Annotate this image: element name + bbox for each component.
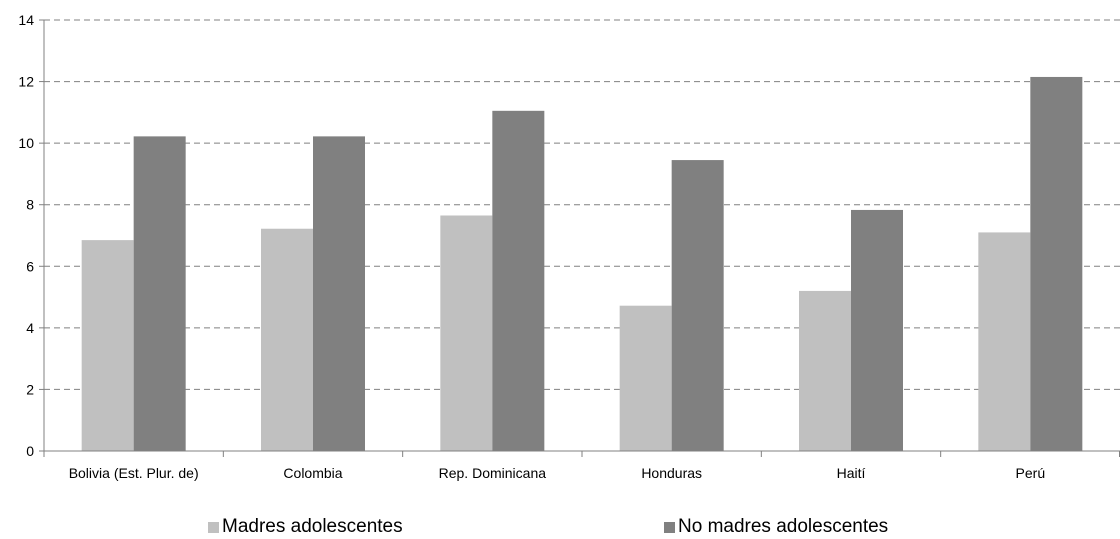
legend-item-no-madres: No madres adolescentes <box>664 516 888 538</box>
bar-madres <box>619 305 672 451</box>
y-tick-label: 0 <box>26 443 34 459</box>
y-tick-label: 6 <box>26 258 34 274</box>
y-tick-label: 10 <box>18 135 34 151</box>
y-tick-label: 8 <box>26 197 34 213</box>
gridlines <box>44 19 1120 390</box>
bar-no-madres <box>133 136 186 451</box>
legend-swatch-no-madres <box>664 521 675 533</box>
bar-madres <box>978 232 1031 451</box>
bar-madres <box>799 290 851 451</box>
bar-no-madres <box>671 160 724 451</box>
bar-no-madres <box>492 110 545 451</box>
x-tick-label: Perú <box>1016 465 1046 481</box>
x-tick-label: Colombia <box>283 465 342 481</box>
bar-no-madres <box>1030 76 1083 451</box>
bar-madres <box>81 240 134 451</box>
y-tick-label: 2 <box>26 381 34 397</box>
bar-no-madres <box>313 136 365 451</box>
y-tick-label: 14 <box>18 12 34 28</box>
legend-item-madres: Madres adolescentes <box>208 516 403 538</box>
y-tick-label: 4 <box>26 320 34 336</box>
x-tick-label: Haití <box>837 465 866 481</box>
bars <box>81 76 1083 451</box>
legend-label-no-madres: No madres adolescentes <box>678 516 889 537</box>
bar-madres <box>440 215 493 451</box>
y-axis-ticks: 0 2 4 6 8 10 12 14 <box>18 12 44 459</box>
x-tick-label: Bolivia (Est. Plur. de) <box>69 465 199 481</box>
x-tick-label: Honduras <box>641 465 702 481</box>
bar-no-madres <box>851 209 903 451</box>
legend-swatch-madres <box>208 521 219 533</box>
y-tick-label: 12 <box>18 74 34 90</box>
legend-label-madres: Madres adolescentes <box>222 516 403 537</box>
x-tick-label: Rep. Dominicana <box>439 465 547 481</box>
axes <box>43 20 1120 452</box>
bar-madres <box>261 228 313 451</box>
x-axis-ticks: Bolivia (Est. Plur. de) Colombia Rep. Domi… <box>43 451 1120 481</box>
